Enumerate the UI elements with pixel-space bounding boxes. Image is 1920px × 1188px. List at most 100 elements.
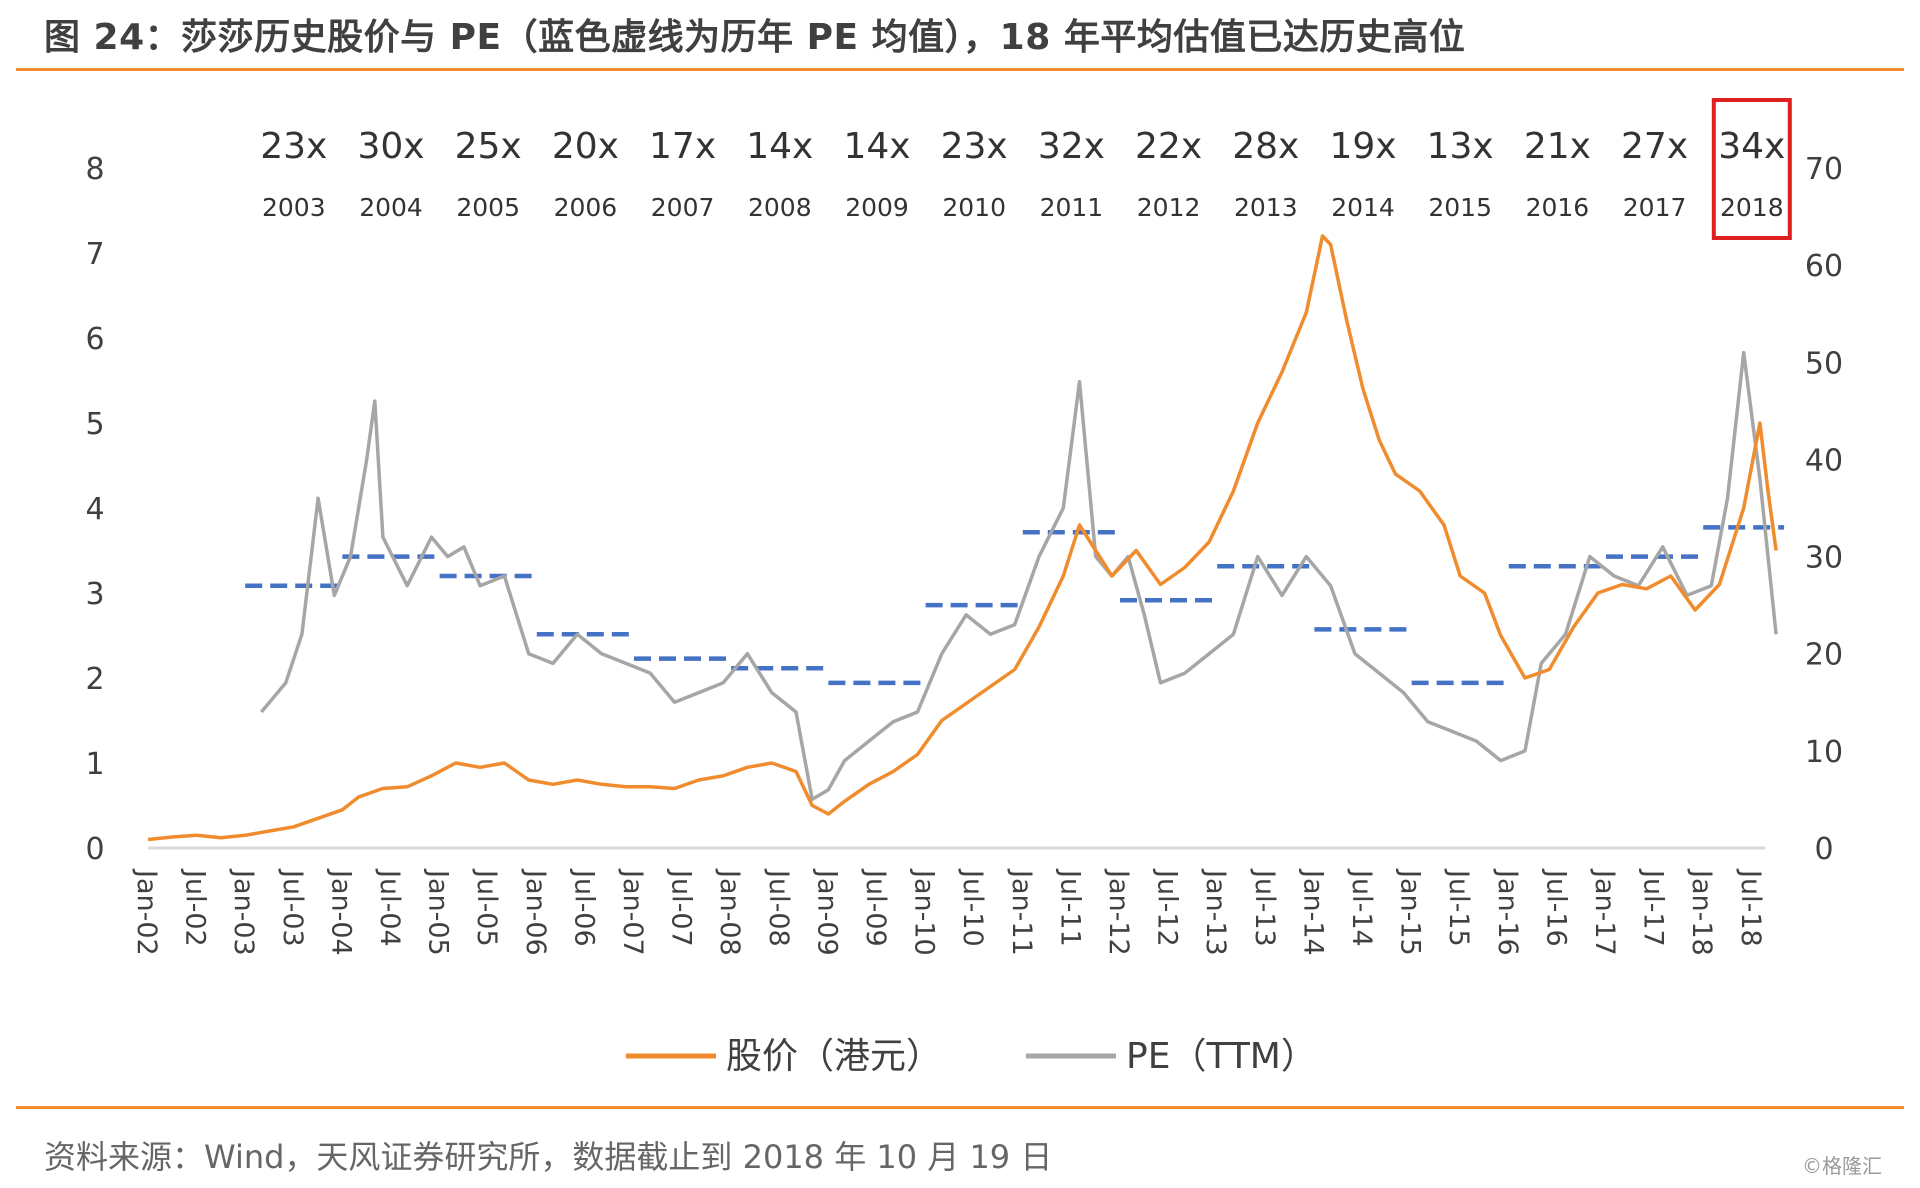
pe-annotation: 19x — [1329, 126, 1396, 167]
x-tick: Jul-10 — [957, 868, 988, 947]
x-tick: Jan-12 — [1103, 868, 1134, 956]
x-axis-ticks: Jan-02 Jul-02 Jan-03 Jul-03 Jan-04 Jul-04 Jan-… — [131, 868, 1766, 956]
year-annotation: 2018 — [1720, 193, 1784, 222]
x-tick: Jan-08 — [714, 868, 745, 956]
pe-annotation: 34x — [1718, 126, 1785, 167]
y-left-tick: 1 — [85, 747, 104, 782]
pe-annotation: 30x — [357, 126, 424, 167]
x-tick: Jan-06 — [520, 868, 551, 956]
x-tick: Jul-03 — [277, 868, 308, 947]
x-tick: Jan-14 — [1297, 868, 1328, 956]
x-tick: Jul-06 — [568, 868, 599, 947]
x-tick: Jan-11 — [1006, 868, 1037, 956]
pe-annotation: 14x — [746, 126, 813, 167]
y-left-tick: 6 — [85, 322, 104, 357]
x-tick: Jul-09 — [860, 868, 891, 947]
y-axis-left: 0 1 2 3 4 5 6 7 8 — [85, 152, 104, 867]
bottom-rule — [16, 1106, 1904, 1109]
x-tick: Jul-12 — [1152, 868, 1183, 947]
y-right-tick: 0 — [1814, 832, 1833, 867]
x-tick: Jul-16 — [1540, 868, 1571, 947]
y-left-tick: 7 — [85, 237, 104, 272]
x-tick: Jul-08 — [763, 868, 794, 947]
y-left-tick: 4 — [85, 492, 104, 527]
top-rule — [16, 68, 1904, 71]
x-tick: Jan-16 — [1492, 868, 1523, 956]
legend-label-pe: PE（TTM） — [1126, 1036, 1317, 1077]
y-left-tick: 3 — [85, 577, 104, 612]
x-tick: Jan-03 — [228, 868, 259, 956]
year-annotation: 2008 — [748, 193, 812, 222]
x-tick: Jan-18 — [1686, 868, 1717, 956]
pe-annotation: 23x — [260, 126, 327, 167]
y-axis-right: 0 10 20 30 40 50 60 70 — [1805, 152, 1843, 867]
legend: 股价（港元） PE（TTM） — [626, 1036, 1317, 1077]
year-annotation: 2012 — [1137, 193, 1201, 222]
pe-annotation: 25x — [455, 126, 522, 167]
series-lines — [147, 234, 1778, 842]
year-annotation: 2011 — [1040, 193, 1104, 222]
year-annotation: 2016 — [1526, 193, 1590, 222]
pe-annotation: 13x — [1427, 126, 1494, 167]
series-line-price — [147, 234, 1778, 842]
x-tick: Jan-05 — [423, 868, 454, 956]
pe-annotation: 27x — [1621, 126, 1688, 167]
x-tick: Jan-13 — [1200, 868, 1231, 956]
x-tick: Jul-14 — [1346, 868, 1377, 947]
watermark: ©格隆汇 — [1802, 1154, 1882, 1178]
x-tick: Jan-17 — [1589, 868, 1620, 956]
x-tick: Jul-17 — [1638, 868, 1669, 947]
x-tick: Jul-05 — [471, 868, 502, 947]
y-left-tick: 8 — [85, 152, 104, 187]
y-left-tick: 2 — [85, 662, 104, 697]
y-right-tick: 70 — [1805, 152, 1843, 187]
year-annotation: 2013 — [1234, 193, 1298, 222]
x-tick: Jan-10 — [909, 868, 940, 956]
pe-annotations: 23x 2003 30x 2004 25x 2005 20x 2006 17x 2007 14x 20… — [260, 98, 1792, 240]
x-tick: Jan-02 — [131, 868, 162, 956]
year-annotation: 2010 — [942, 193, 1006, 222]
year-annotation: 2007 — [651, 193, 715, 222]
x-tick: Jan-09 — [811, 868, 842, 956]
y-left-tick: 5 — [85, 407, 104, 442]
y-right-tick: 50 — [1805, 346, 1843, 381]
year-annotation: 2009 — [845, 193, 909, 222]
pe-annotation: 14x — [843, 126, 910, 167]
pe-annotation: 20x — [552, 126, 619, 167]
x-tick: Jan-07 — [617, 868, 648, 956]
x-tick: Jan-15 — [1395, 868, 1426, 956]
year-annotation: 2014 — [1331, 193, 1395, 222]
x-tick: Jan-04 — [325, 868, 356, 956]
legend-label-price: 股价（港元） — [726, 1036, 942, 1077]
pe-average-lines — [245, 525, 1785, 686]
x-tick: Jul-13 — [1249, 868, 1280, 947]
y-right-tick: 60 — [1805, 249, 1843, 284]
highlight-box — [1711, 98, 1792, 240]
x-tick: Jul-04 — [374, 868, 405, 947]
x-tick: Jul-02 — [180, 868, 211, 947]
y-left-tick: 0 — [85, 832, 104, 867]
chart-title: 图 24：莎莎历史股价与 PE（蓝色虚线为历年 PE 均值），18 年平均估值已… — [44, 17, 1466, 58]
x-tick: Jul-18 — [1735, 868, 1766, 947]
pe-annotation: 28x — [1232, 126, 1299, 167]
pe-annotation: 22x — [1135, 126, 1202, 167]
year-annotation: 2003 — [262, 193, 326, 222]
pe-annotation: 23x — [941, 126, 1008, 167]
pe-annotation: 21x — [1524, 126, 1591, 167]
x-tick: Jul-07 — [666, 868, 697, 947]
source-note: 资料来源：Wind，天风证券研究所，数据截止到 2018 年 10 月 19 日 — [44, 1138, 1053, 1176]
year-annotation: 2017 — [1623, 193, 1687, 222]
year-annotation: 2004 — [359, 193, 423, 222]
y-right-tick: 30 — [1805, 541, 1843, 576]
pe-annotation: 17x — [649, 126, 716, 167]
pe-annotation: 32x — [1038, 126, 1105, 167]
y-right-tick: 20 — [1805, 638, 1843, 673]
y-right-tick: 40 — [1805, 443, 1843, 478]
year-annotation: 2015 — [1428, 193, 1492, 222]
year-annotation: 2006 — [554, 193, 618, 222]
x-tick: Jul-11 — [1054, 868, 1085, 947]
price-pe-chart: 23x200330x200425x200520x200617x200714x20… — [85, 98, 1843, 1077]
series-line-pe — [260, 350, 1778, 802]
year-annotation: 2005 — [456, 193, 520, 222]
x-tick: Jul-15 — [1443, 868, 1474, 947]
